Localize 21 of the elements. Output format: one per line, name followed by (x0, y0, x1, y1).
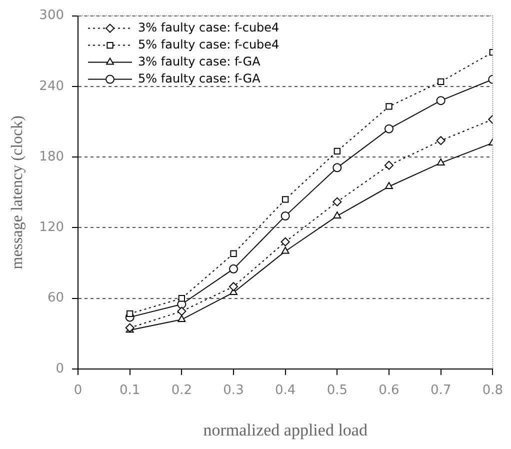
y-tick-label: 60 (47, 290, 64, 306)
x-tick-label: 0.8 (482, 383, 504, 398)
y-tick-label: 240 (39, 78, 64, 94)
x-tick-label: 0.6 (378, 383, 400, 398)
x-tick-label: 0.3 (223, 383, 244, 398)
x-tick-label: 0.4 (274, 383, 296, 398)
y-tick-label: 180 (39, 149, 64, 164)
x-tick-label: 0.2 (171, 383, 192, 398)
legend-label: 5% faulty case: f-GA (138, 71, 262, 86)
y-tick-label: 120 (39, 220, 64, 236)
y-tick-label: 300 (39, 8, 64, 24)
x-tick-label: 0.5 (326, 383, 348, 398)
legend-label: 5% faulty case: f-cube4 (138, 37, 280, 52)
y-tick-label: 0 (56, 361, 64, 376)
x-tick-label: 0 (74, 383, 82, 398)
y-axis-title: message latency (clock) (8, 116, 26, 270)
legend-label: 3% faulty case: f-cube4 (138, 20, 280, 34)
x-tick-label: 0.7 (430, 383, 452, 398)
x-axis-title: normalized applied load (203, 420, 368, 440)
x-tick-label: 0.1 (120, 383, 140, 398)
legend-label: 3% faulty case: f-GA (138, 54, 262, 68)
